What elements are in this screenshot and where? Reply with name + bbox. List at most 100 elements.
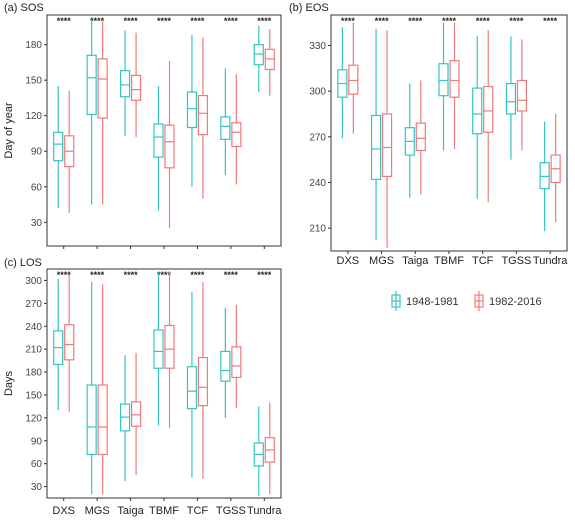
y-axis-label: Day of year (3, 102, 15, 159)
box-taiga-1982-2016 (415, 80, 426, 195)
box-iqr (53, 131, 64, 162)
box-iqr (130, 401, 142, 427)
box-taiga-1948-1981 (119, 30, 131, 136)
box-mgs-1982-2016 (97, 20, 108, 205)
box-iqr (186, 366, 198, 410)
significance-label: **** (543, 16, 558, 26)
box-tgss-1982-2016 (516, 39, 528, 151)
box-iqr (64, 324, 75, 361)
box-dxs-1948-1981 (53, 278, 64, 411)
box-iqr (472, 87, 483, 135)
box-tundra-1982-2016 (264, 29, 275, 96)
box-iqr (97, 384, 108, 456)
significance-label: **** (257, 270, 272, 280)
box-dxs-1982-2016 (348, 22, 359, 134)
box-tbmf-1948-1981 (153, 86, 164, 211)
y-tick-label: 300 (309, 87, 326, 98)
box-iqr (119, 70, 131, 98)
box-iqr (483, 85, 494, 133)
legend-label-1982-2016: 1982-2016 (489, 296, 542, 308)
box-iqr (164, 124, 175, 169)
x-tick-label-taiga: Taiga (402, 255, 429, 267)
panel-sos: (a) SOS Day of year 30 60 90 120 150 180 **** ***… (3, 2, 282, 249)
significance-label: **** (442, 16, 457, 26)
y-tick-label: 90 (31, 147, 43, 158)
box-tgss-1948-1981 (220, 307, 231, 418)
y-tick-label: 240 (309, 178, 326, 189)
box-taiga-1948-1981 (119, 355, 131, 482)
box-tundra-1948-1981 (253, 406, 264, 496)
y-tick-label: 90 (31, 436, 43, 447)
box-mgs-1948-1981 (86, 281, 97, 495)
box-tcf-1982-2016 (197, 281, 209, 479)
y-tick-label: 180 (25, 368, 42, 379)
significance-label: **** (257, 16, 272, 26)
box-tundra-1982-2016 (264, 402, 275, 495)
box-iqr (220, 116, 231, 140)
box-iqr (97, 58, 108, 119)
significance-label: **** (57, 270, 72, 280)
y-tick-label: 180 (25, 40, 42, 51)
box-taiga-1948-1981 (404, 83, 415, 198)
box-dxs-1982-2016 (64, 274, 75, 412)
significance-label: **** (224, 16, 239, 26)
box-taiga-1982-2016 (130, 352, 142, 476)
y-tick-label: 150 (25, 76, 42, 87)
x-tick-label-tcf: TCF (472, 255, 494, 267)
box-tbmf-1982-2016 (164, 271, 175, 428)
y-tick-label: 60 (31, 182, 43, 193)
box-iqr (505, 82, 517, 115)
significance-label: **** (90, 270, 105, 280)
box-tbmf-1982-2016 (164, 61, 175, 229)
panel-title: (c) LOS (4, 257, 42, 269)
significance-label: **** (509, 16, 524, 26)
x-tick-label-tbmf: TBMF (149, 505, 179, 517)
box-dxs-1948-1981 (53, 86, 64, 209)
box-tgss-1948-1981 (505, 36, 517, 160)
box-iqr (220, 350, 231, 382)
box-iqr (86, 54, 97, 116)
box-iqr (231, 122, 242, 148)
box-mgs-1948-1981 (86, 19, 97, 205)
y-tick-label: 60 (31, 459, 43, 470)
box-iqr (164, 324, 175, 369)
box-mgs-1982-2016 (381, 30, 393, 248)
x-tick-label-dxs: DXS (52, 505, 75, 517)
significance-label: **** (224, 270, 239, 280)
significance-label: **** (476, 16, 491, 26)
significance-label: **** (157, 16, 172, 26)
panel-los: (c) LOS Days 30 60 90 120 150 180 210 240 270 300 DX… (3, 257, 282, 517)
box-iqr (197, 356, 209, 407)
x-tick-label-tundra: Tundra (247, 505, 282, 517)
significance-label: **** (157, 270, 172, 280)
box-tcf-1948-1981 (186, 291, 198, 478)
x-tick-label-mgs: MGS (369, 255, 394, 267)
y-tick-label: 210 (309, 224, 326, 235)
x-tick-label-mgs: MGS (85, 505, 110, 517)
x-tick-label-tundra: Tundra (533, 255, 568, 267)
box-iqr (381, 113, 393, 177)
box-iqr (130, 74, 142, 101)
significance-label: **** (408, 16, 423, 26)
box-tundra-1982-2016 (550, 113, 561, 223)
box-iqr (153, 329, 164, 369)
x-tick-label-tgss: TGSS (501, 255, 531, 267)
box-tundra-1948-1981 (539, 121, 550, 232)
y-tick-label: 300 (25, 276, 42, 287)
significance-label: **** (124, 16, 139, 26)
x-tick-label-taiga: Taiga (117, 505, 144, 517)
significance-label: **** (190, 270, 205, 280)
panel-frame (46, 14, 282, 247)
legend-label-1948-1981: 1948-1981 (406, 296, 459, 308)
significance-label: **** (190, 16, 205, 26)
x-tick-label-dxs: DXS (337, 255, 360, 267)
box-dxs-1982-2016 (64, 90, 75, 213)
box-iqr (438, 63, 449, 97)
box-iqr (186, 91, 198, 129)
significance-label: **** (375, 16, 390, 26)
box-mgs-1982-2016 (97, 284, 108, 495)
x-tick-label-tcf: TCF (187, 505, 209, 517)
significance-label: **** (341, 16, 356, 26)
legend: 1948-1981 1982-2016 (391, 291, 542, 311)
